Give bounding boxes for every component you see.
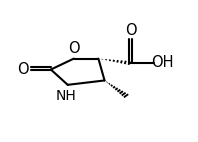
Text: O: O [125,23,137,38]
Text: OH: OH [151,56,174,70]
Text: NH: NH [56,89,77,103]
Text: O: O [68,41,80,56]
Text: O: O [17,62,28,77]
